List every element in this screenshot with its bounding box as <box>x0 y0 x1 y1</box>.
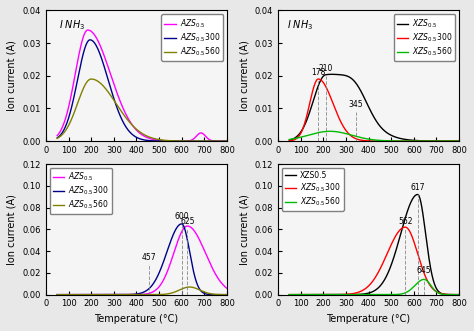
Y-axis label: Ion current (A): Ion current (A) <box>239 194 249 265</box>
Legend: $AZS_{0.5}$, $AZS_{0.5}$300, $AZS_{0.5}$560: $AZS_{0.5}$, $AZS_{0.5}$300, $AZS_{0.5}$… <box>50 168 111 214</box>
Text: I SO$_2$: I SO$_2$ <box>291 172 316 186</box>
Text: I NH$_3$: I NH$_3$ <box>59 18 85 32</box>
Y-axis label: Ion current (A): Ion current (A) <box>239 40 249 111</box>
Y-axis label: Ion current (A): Ion current (A) <box>7 40 17 111</box>
Text: 600: 600 <box>174 212 189 220</box>
Text: 562: 562 <box>398 217 412 226</box>
Text: 625: 625 <box>180 217 195 226</box>
Text: I NH$_3$: I NH$_3$ <box>287 18 313 32</box>
X-axis label: Temperature (°C): Temperature (°C) <box>327 314 410 324</box>
Text: I SO$_2$: I SO$_2$ <box>59 172 84 186</box>
Text: 178: 178 <box>311 69 326 77</box>
Text: 345: 345 <box>349 100 364 109</box>
Legend: XZS0.5, $XZS_{0.5}$300, $XZS_{0.5}$560: XZS0.5, $XZS_{0.5}$300, $XZS_{0.5}$560 <box>282 168 344 211</box>
Text: 457: 457 <box>142 253 156 262</box>
Legend: $XZS_{0.5}$, $XZS_{0.5}$300, $XZS_{0.5}$560: $XZS_{0.5}$, $XZS_{0.5}$300, $XZS_{0.5}$… <box>393 14 456 61</box>
Text: 210: 210 <box>319 64 333 73</box>
Text: 645: 645 <box>417 266 431 275</box>
Legend: $AZS_{0.5}$, $AZS_{0.5}$300, $AZS_{0.5}$560: $AZS_{0.5}$, $AZS_{0.5}$300, $AZS_{0.5}$… <box>161 14 223 61</box>
Text: 617: 617 <box>410 183 425 192</box>
Y-axis label: Ion current (A): Ion current (A) <box>7 194 17 265</box>
X-axis label: Temperature (°C): Temperature (°C) <box>94 314 179 324</box>
